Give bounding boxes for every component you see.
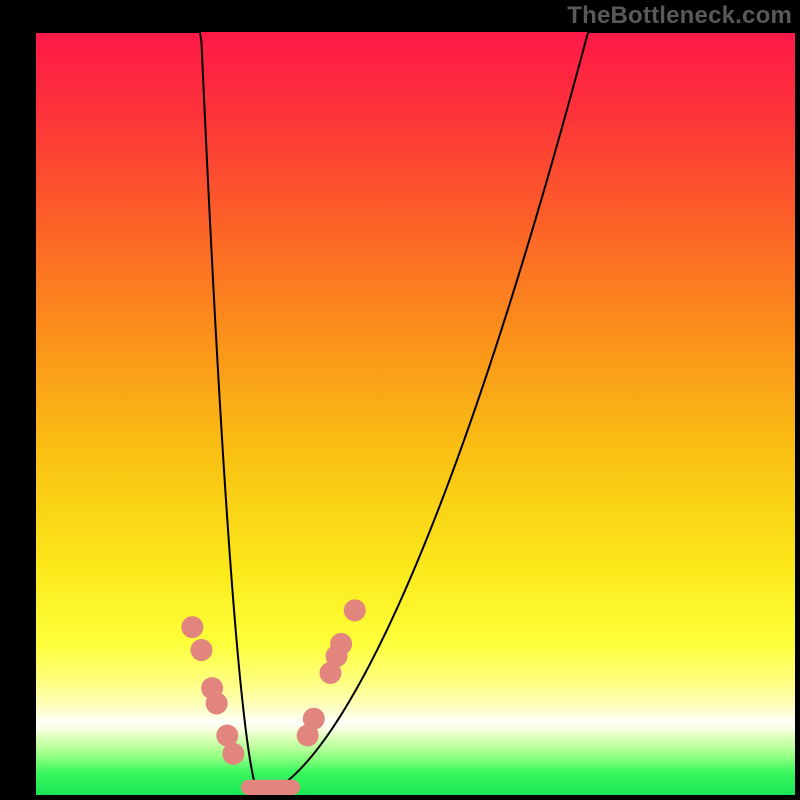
bottleneck-chart [36,32,795,795]
floor-marker [241,780,300,795]
gradient-background [36,32,795,795]
curve-marker-11 [344,599,366,621]
curve-marker-7 [303,708,325,730]
curve-marker-1 [190,639,212,661]
chart-frame: TheBottleneck.com [0,0,800,800]
curve-marker-10 [330,633,352,655]
curve-marker-0 [181,616,203,638]
curve-marker-5 [222,743,244,765]
watermark-text: TheBottleneck.com [567,2,792,30]
curve-marker-3 [206,692,228,714]
